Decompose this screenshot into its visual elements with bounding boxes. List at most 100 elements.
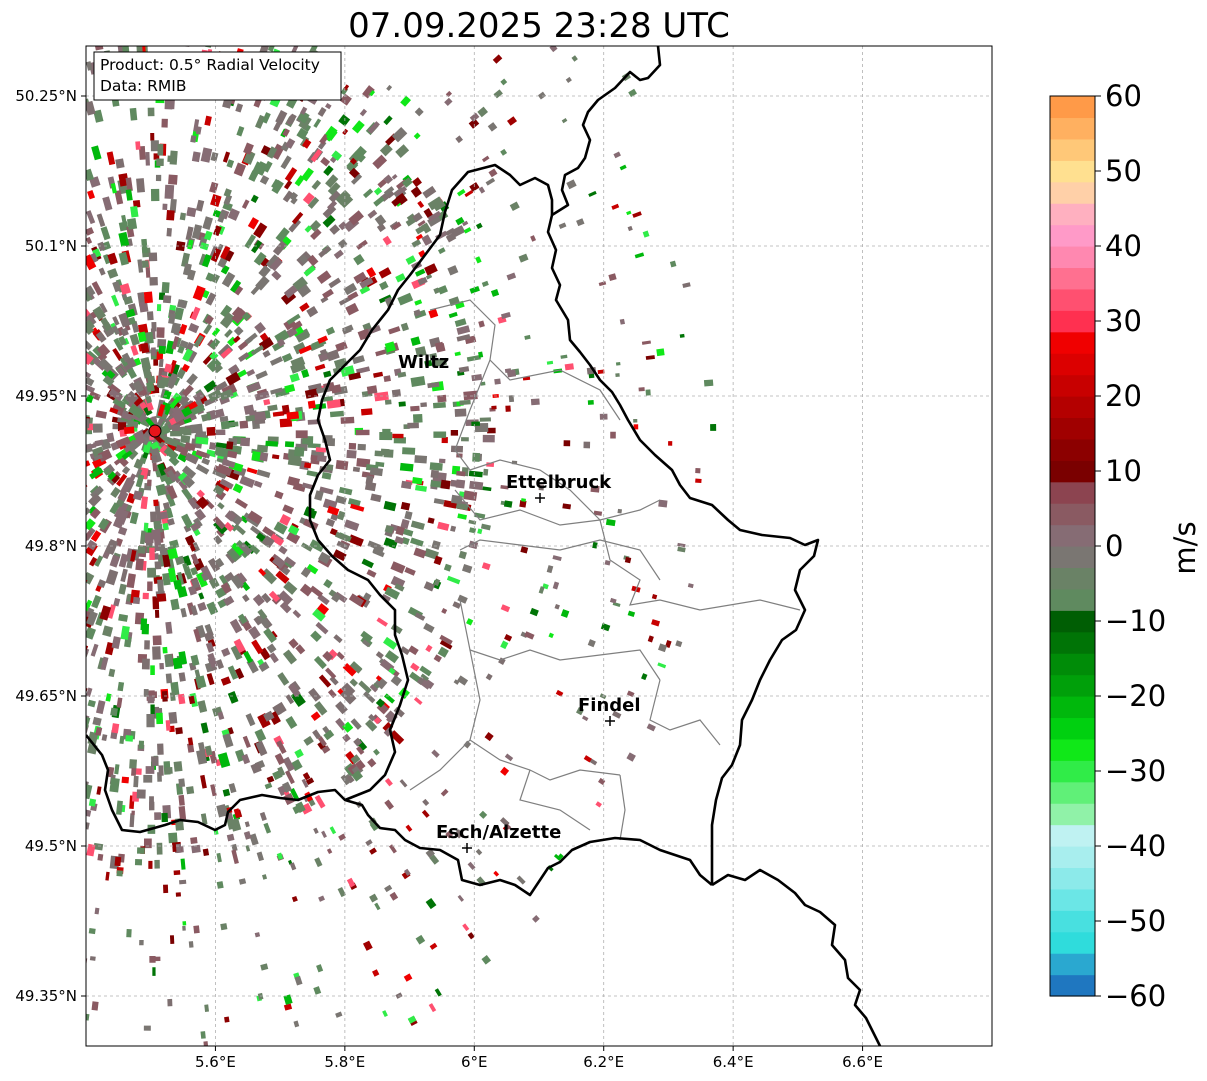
echo-cell: [297, 110, 310, 124]
echo-cell: [110, 707, 118, 717]
echo-cell: [454, 351, 461, 357]
echo-cell: [152, 462, 158, 472]
echo-cell: [298, 254, 309, 265]
echo-cell: [97, 517, 110, 531]
echo-cell: [120, 327, 129, 337]
echo-cell: [322, 204, 337, 219]
echo-cell: [212, 484, 225, 496]
echo-cell: [316, 603, 330, 616]
echo-cell: [96, 343, 111, 358]
echo-cell: [249, 544, 261, 555]
echo-cell: [153, 520, 161, 529]
echo-cell: [423, 548, 439, 560]
echo-cell: [571, 55, 578, 62]
echo-cell: [126, 357, 137, 369]
echo-cell: [351, 120, 365, 134]
echo-cell: [425, 848, 435, 858]
echo-cell: [109, 777, 120, 793]
echo-cell: [300, 566, 312, 578]
echo-cell: [391, 126, 408, 143]
echo-cell: [668, 441, 673, 446]
echo-cell: [180, 46, 191, 47]
echo-cell: [96, 213, 106, 228]
echo-cell: [417, 220, 426, 227]
echo-cell: [230, 279, 242, 293]
echo-cell: [219, 312, 236, 329]
echo-cell: [386, 84, 393, 91]
echo-cell: [392, 433, 404, 439]
echo-cell: [126, 473, 137, 488]
echo-cell: [214, 557, 225, 569]
echo-cell: [433, 555, 443, 566]
echo-cell: [391, 221, 402, 231]
echo-cell: [374, 902, 381, 911]
echo-cell: [537, 91, 546, 100]
info-box-frame: [93, 51, 342, 101]
echo-cell: [403, 868, 411, 877]
echo-cell: [229, 818, 242, 832]
echo-cell: [318, 551, 331, 564]
echo-cell: [468, 470, 483, 478]
echo-cell: [325, 102, 332, 110]
city-findel: Findel: [578, 695, 641, 726]
echo-cell: [312, 403, 327, 410]
echo-cell: [245, 845, 251, 852]
echo-cell: [162, 390, 172, 400]
echo-cell: [285, 770, 295, 785]
latitude-axis: 50.25°N 50.1°N 49.95°N 49.8°N 49.65°N 49.5°N 4…: [15, 87, 86, 1005]
echo-cell: [313, 118, 322, 128]
echo-cell: [129, 511, 139, 525]
echo-cell: [125, 177, 133, 192]
echo-cell: [101, 734, 108, 742]
echo-cell: [375, 675, 382, 682]
echo-cell: [88, 798, 97, 807]
echo-cell: [181, 513, 194, 529]
colorbar-swatch: [1050, 674, 1095, 697]
echo-cell: [223, 188, 232, 198]
echo-cell: [391, 173, 398, 180]
echo-cell: [273, 521, 288, 535]
echo-cell: [463, 740, 472, 749]
echo-cell: [293, 1020, 300, 1028]
echo-cell: [167, 567, 177, 583]
echo-cell: [154, 561, 162, 570]
echo-cell: [421, 809, 430, 818]
echo-cell: [141, 260, 150, 268]
echo-cell: [169, 150, 178, 165]
echo-cell: [326, 200, 338, 211]
colorbar-swatch: [1050, 653, 1095, 676]
echo-cell: [232, 335, 241, 343]
echo-cell: [306, 563, 319, 575]
echo-cell: [166, 469, 178, 483]
echo-cell: [224, 329, 233, 338]
echo-cell: [500, 485, 509, 490]
echo-cell: [481, 954, 492, 965]
echo-cell: [443, 563, 452, 572]
echo-cell: [300, 542, 313, 552]
colorbar-swatch: [1050, 631, 1095, 654]
echo-cell: [190, 837, 198, 845]
echo-cell: [173, 307, 185, 321]
echo-cell: [282, 756, 295, 772]
echo-cell: [128, 403, 145, 419]
echo-cell: [329, 410, 344, 418]
echo-cell: [289, 862, 297, 871]
lat-tick-label: 49.65°N: [15, 687, 77, 705]
echo-cell: [441, 437, 448, 444]
echo-cell: [316, 270, 332, 285]
echo-cell: [86, 61, 93, 71]
echo-cell: [187, 239, 194, 250]
echo-cell: [182, 411, 195, 421]
echo-cell: [310, 228, 322, 241]
echo-cell: [234, 667, 245, 680]
echo-cell: [272, 411, 285, 417]
figure-title: 07.09.2025 23:28 UTC: [348, 6, 730, 46]
canton-borders: [409, 299, 801, 841]
echo-cell: [165, 673, 173, 684]
echo-cell: [146, 381, 155, 392]
echo-cell: [116, 473, 128, 487]
echo-cell: [170, 423, 182, 434]
echo-cell: [142, 592, 149, 600]
echo-cell: [558, 222, 567, 229]
colorbar-swatches: [1050, 96, 1095, 997]
